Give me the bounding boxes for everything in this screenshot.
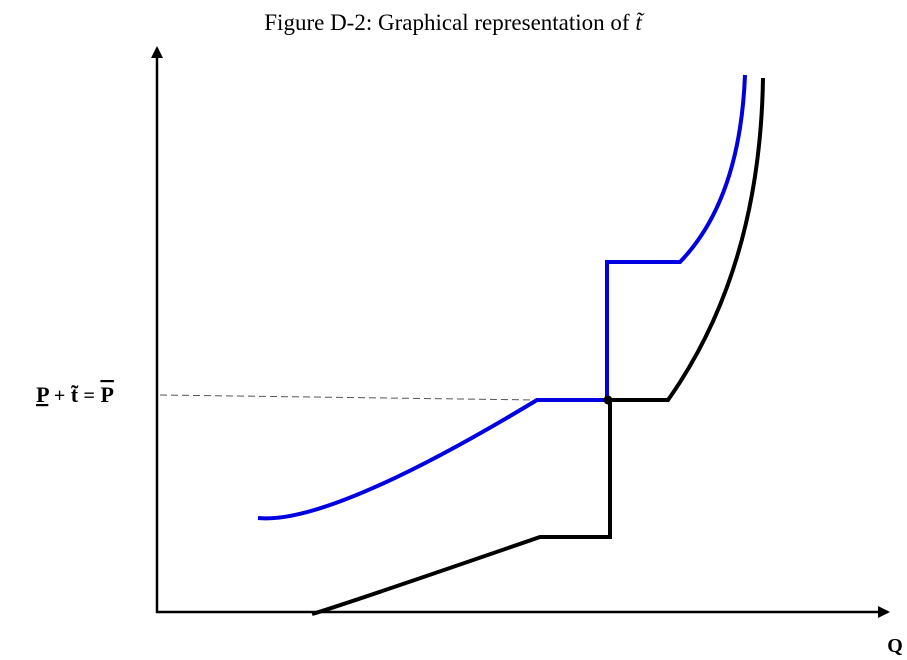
y-label-plus: + [54,385,65,407]
y-label: P + t̃ = P [36,382,114,407]
y-label-equals: = [84,385,95,407]
intersection-point [603,395,613,405]
y-label-lower: P [36,382,49,407]
title-text: Figure D-2: Graphical representation of [264,10,635,35]
guide-line [159,394,538,401]
y-label-upper: P [100,382,113,407]
y-label-middle: t̃ [71,382,79,407]
blue-curve [257,74,747,521]
title: Figure D-2: Graphical representation of … [264,10,645,35]
black-curve [311,77,765,616]
x-label: Q [887,635,903,657]
title-symbol: t̃ [635,10,645,35]
